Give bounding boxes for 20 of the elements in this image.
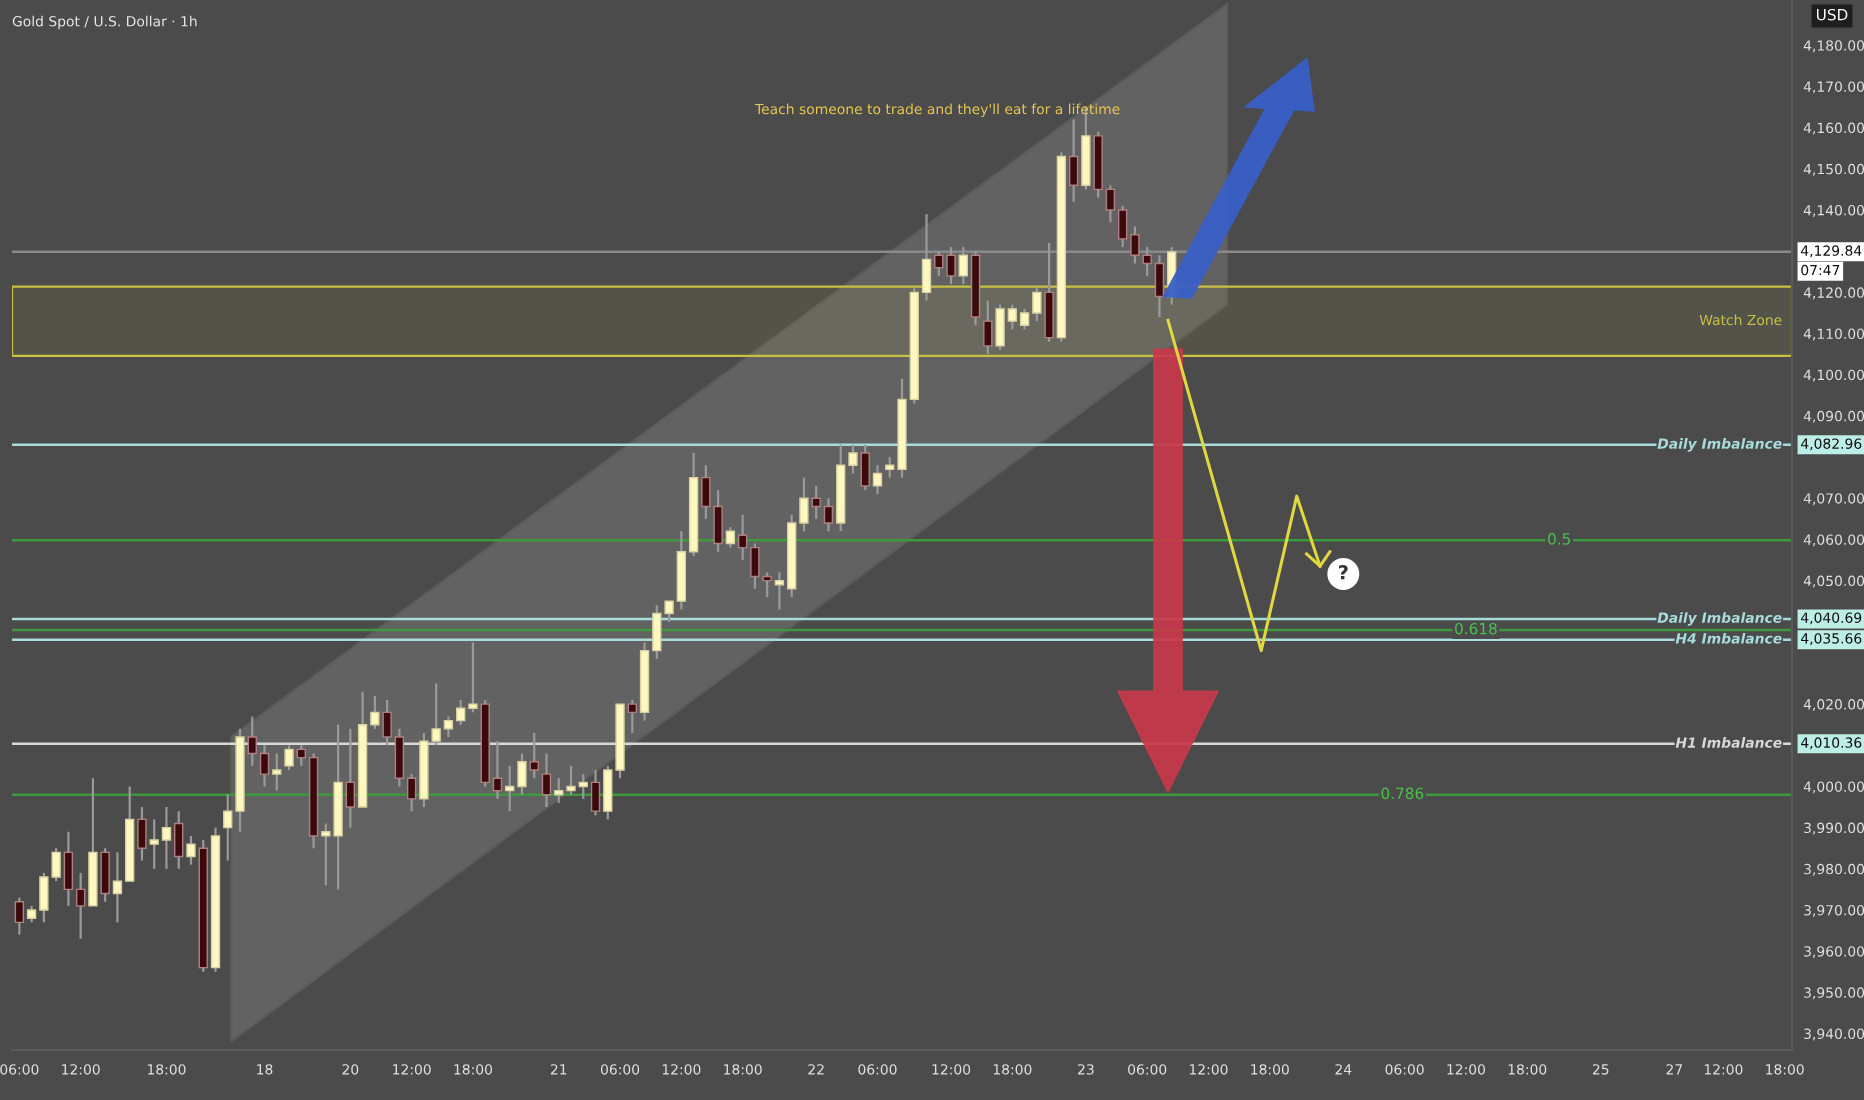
candlestick <box>186 834 196 866</box>
candlestick <box>100 847 110 903</box>
candlestick <box>860 443 870 492</box>
candlestick <box>137 805 147 862</box>
candlestick <box>529 731 539 780</box>
candlestick <box>174 810 184 870</box>
candlestick <box>1068 118 1079 203</box>
candlestick <box>14 896 25 936</box>
candlestick <box>1044 241 1054 343</box>
candlestick <box>345 727 356 829</box>
annotation: ? <box>1339 564 1348 580</box>
candlestick <box>541 752 552 809</box>
candlestick <box>872 464 883 496</box>
candlestick <box>627 698 637 735</box>
candlestick <box>272 752 282 792</box>
candlestick <box>590 768 601 817</box>
candlestick <box>958 245 968 286</box>
candlestick <box>725 525 736 549</box>
candlestick <box>983 299 993 356</box>
candlestick <box>284 744 294 772</box>
